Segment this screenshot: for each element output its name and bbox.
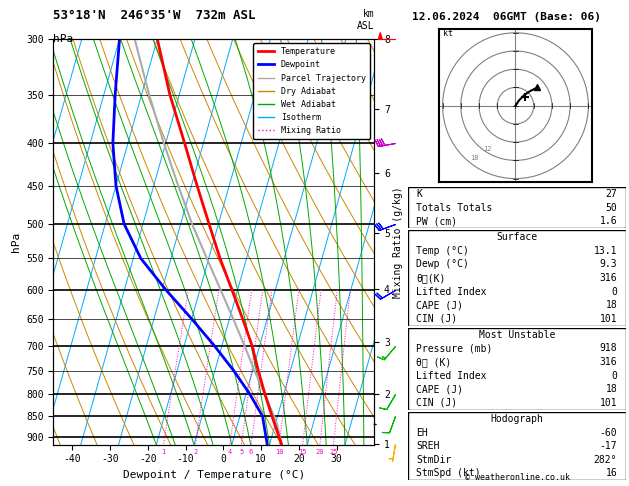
Text: 5: 5: [239, 449, 243, 455]
Text: hPa: hPa: [53, 34, 74, 44]
Text: Surface: Surface: [496, 232, 537, 242]
Text: Most Unstable: Most Unstable: [479, 330, 555, 340]
Text: Pressure (mb): Pressure (mb): [416, 344, 493, 353]
Text: 25: 25: [329, 449, 338, 455]
Text: 53°18'N  246°35'W  732m ASL: 53°18'N 246°35'W 732m ASL: [53, 9, 256, 22]
Text: 12.06.2024  06GMT (Base: 06): 12.06.2024 06GMT (Base: 06): [412, 12, 601, 22]
Text: 918: 918: [599, 344, 617, 353]
Text: 316: 316: [599, 273, 617, 283]
Text: 10: 10: [275, 449, 284, 455]
Text: -60: -60: [599, 428, 617, 437]
Text: 1.6: 1.6: [599, 216, 617, 226]
Text: 316: 316: [599, 357, 617, 367]
Text: 18: 18: [605, 384, 617, 394]
Text: K: K: [416, 189, 422, 199]
Text: -17: -17: [599, 441, 617, 451]
Text: 4: 4: [228, 449, 232, 455]
Text: Dewp (°C): Dewp (°C): [416, 260, 469, 269]
Text: Lifted Index: Lifted Index: [416, 371, 487, 381]
Text: kt: kt: [443, 30, 453, 38]
Text: CIN (J): CIN (J): [416, 314, 457, 324]
Text: CAPE (J): CAPE (J): [416, 384, 464, 394]
Text: 13.1: 13.1: [594, 246, 617, 256]
Text: PW (cm): PW (cm): [416, 216, 457, 226]
Text: Hodograph: Hodograph: [490, 414, 543, 424]
Text: 0: 0: [611, 287, 617, 296]
Text: 6: 6: [249, 449, 253, 455]
X-axis label: Dewpoint / Temperature (°C): Dewpoint / Temperature (°C): [123, 470, 305, 480]
Text: 2: 2: [193, 449, 198, 455]
Text: SREH: SREH: [416, 441, 440, 451]
Text: CAPE (J): CAPE (J): [416, 300, 464, 310]
Text: Totals Totals: Totals Totals: [416, 203, 493, 212]
Text: 20: 20: [316, 449, 324, 455]
Text: 16: 16: [605, 469, 617, 478]
Text: CIN (J): CIN (J): [416, 398, 457, 408]
Text: 18: 18: [605, 300, 617, 310]
Text: © weatheronline.co.uk: © weatheronline.co.uk: [465, 473, 569, 482]
Y-axis label: Mixing Ratio (g/kg): Mixing Ratio (g/kg): [392, 186, 403, 297]
Text: Temp (°C): Temp (°C): [416, 246, 469, 256]
Text: 27: 27: [605, 189, 617, 199]
Text: LCL: LCL: [413, 420, 428, 429]
Text: 0: 0: [611, 371, 617, 381]
Text: StmSpd (kt): StmSpd (kt): [416, 469, 481, 478]
Text: 50: 50: [605, 203, 617, 212]
Text: Lifted Index: Lifted Index: [416, 287, 487, 296]
Text: 1: 1: [161, 449, 165, 455]
Text: EH: EH: [416, 428, 428, 437]
Text: θᴄ (K): θᴄ (K): [416, 357, 452, 367]
Text: 18: 18: [470, 156, 479, 161]
Text: 101: 101: [599, 398, 617, 408]
Text: StmDir: StmDir: [416, 455, 452, 465]
Text: θᴄ(K): θᴄ(K): [416, 273, 446, 283]
Y-axis label: hPa: hPa: [11, 232, 21, 252]
Text: 101: 101: [599, 314, 617, 324]
Legend: Temperature, Dewpoint, Parcel Trajectory, Dry Adiabat, Wet Adiabat, Isotherm, Mi: Temperature, Dewpoint, Parcel Trajectory…: [253, 43, 370, 139]
Text: km
ASL: km ASL: [357, 9, 374, 31]
Text: 12: 12: [482, 146, 491, 152]
Text: 15: 15: [298, 449, 307, 455]
Text: 9.3: 9.3: [599, 260, 617, 269]
Text: 282°: 282°: [594, 455, 617, 465]
